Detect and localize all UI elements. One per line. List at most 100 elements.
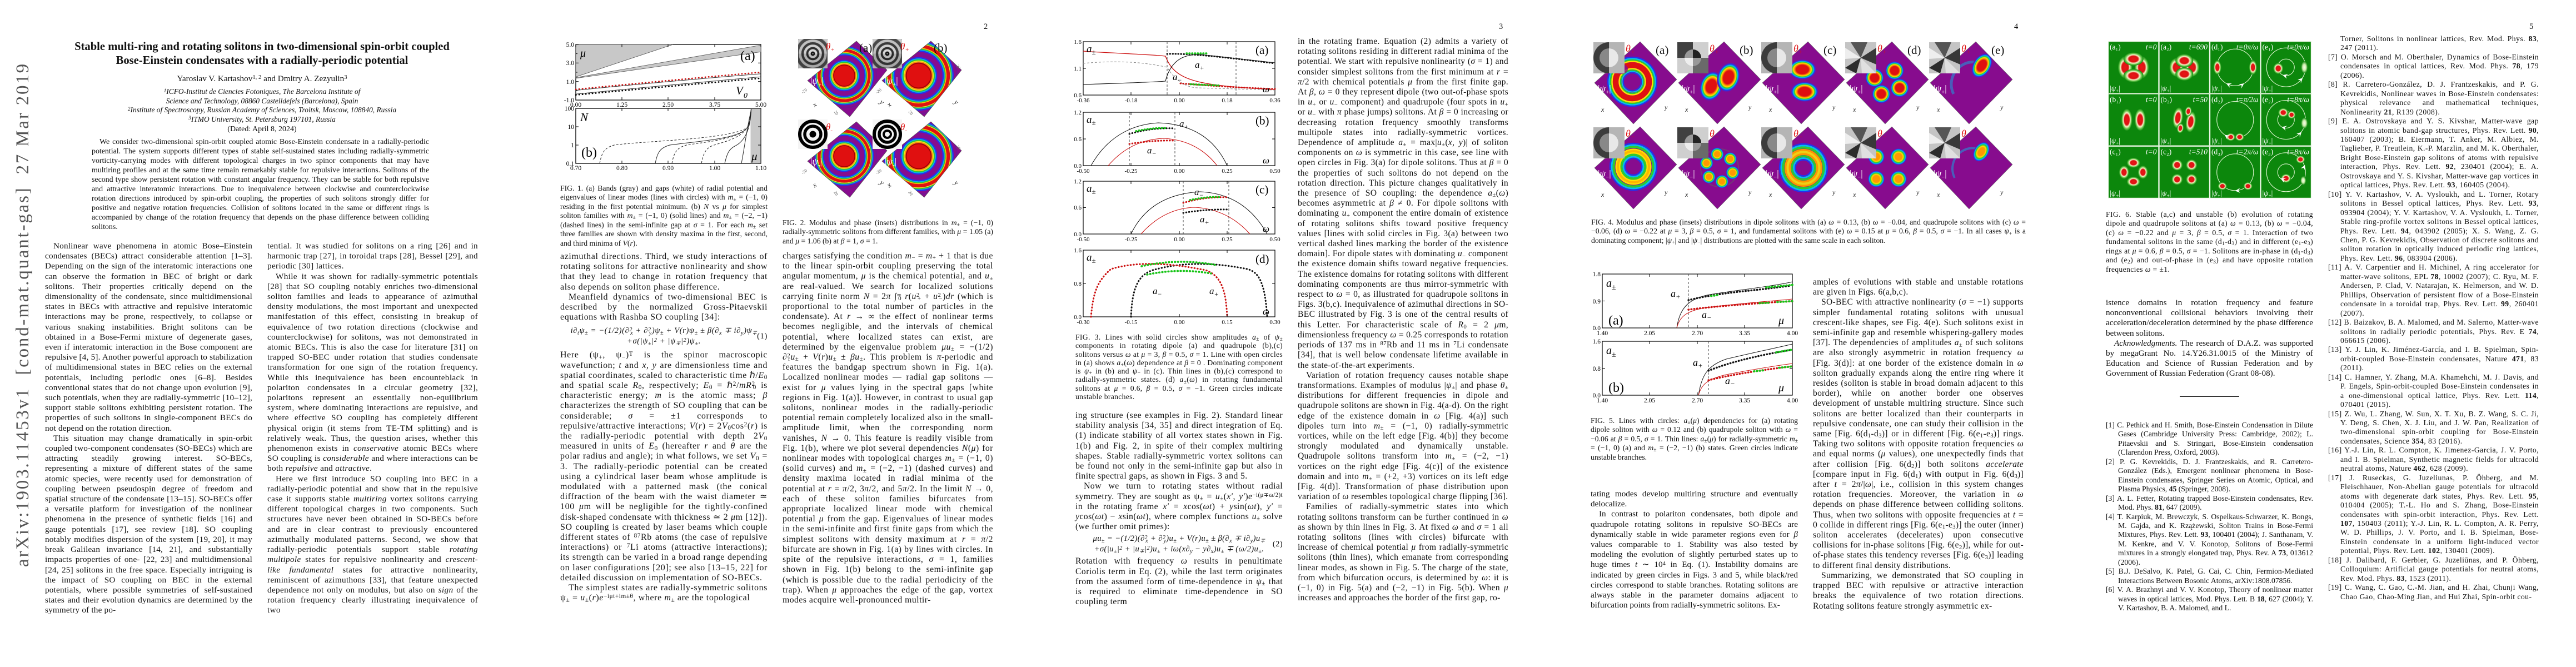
svg-text:0.00: 0.00	[1174, 236, 1185, 243]
svg-text:t=2π/ω: t=2π/ω	[2236, 148, 2259, 156]
svg-text:(b₁): (b₁)	[2110, 95, 2121, 103]
svg-text:(c): (c)	[1255, 183, 1268, 196]
svg-text:1.25: 1.25	[616, 102, 627, 108]
svg-text:y: y	[1664, 188, 1668, 196]
svg-text:t=π/2ω: t=π/2ω	[2236, 95, 2259, 103]
svg-text:|ψ+|: |ψ+|	[2161, 137, 2171, 146]
svg-text:0.1: 0.1	[566, 161, 575, 167]
svg-text:|ψ+|: |ψ+|	[810, 76, 824, 88]
svg-text:(d₂): (d₂)	[2211, 95, 2223, 103]
svg-text:x: x	[1936, 106, 1940, 113]
svg-text:0: 0	[744, 92, 748, 100]
svg-text:|ψ+|: |ψ+|	[2110, 137, 2120, 146]
svg-text:(d): (d)	[1907, 43, 1921, 57]
svg-text:|ψ+|: |ψ+|	[1598, 83, 1611, 96]
svg-text:θ+: θ+	[826, 41, 835, 53]
svg-text:-0.25: -0.25	[1125, 236, 1138, 243]
svg-text:(a): (a)	[1255, 43, 1268, 57]
svg-text:0.90: 0.90	[662, 165, 674, 172]
svg-text:|ψ+|: |ψ+|	[2263, 84, 2273, 93]
svg-text:(e₃): (e₃)	[2263, 148, 2274, 156]
svg-text:(d₃): (d₃)	[2211, 148, 2223, 156]
svg-text:x: x	[1685, 106, 1688, 113]
svg-text:μ: μ	[1778, 315, 1784, 327]
svg-text:4.00: 4.00	[1787, 397, 1798, 404]
svg-text:|ψ+|: |ψ+|	[1766, 83, 1779, 96]
svg-text:y: y	[2000, 103, 2004, 111]
svg-text:1.2: 1.2	[1074, 109, 1082, 116]
svg-text:0.00: 0.00	[1174, 97, 1185, 104]
svg-text:|ψ−|: |ψ−|	[1598, 168, 1611, 181]
svg-text:y: y	[1832, 103, 1836, 111]
svg-text:-0.25: -0.25	[1125, 168, 1138, 175]
svg-text:x: x	[1852, 191, 1856, 198]
svg-text:3.35: 3.35	[1739, 330, 1750, 337]
svg-text:θ−: θ−	[1961, 128, 1971, 141]
svg-text:x: x	[1601, 191, 1605, 198]
svg-text:ω: ω	[1263, 306, 1269, 317]
svg-text:θ−: θ−	[1626, 128, 1635, 141]
svg-text:|ψ+|: |ψ+|	[2211, 137, 2222, 146]
svg-text:ω: ω	[1263, 155, 1269, 166]
svg-text:|ψ+|: |ψ+|	[2110, 189, 2120, 198]
svg-text:θ−: θ−	[1877, 128, 1887, 141]
svg-text:(b): (b)	[934, 41, 948, 54]
svg-text:-0.15: -0.15	[1125, 319, 1138, 326]
svg-text:(a₂): (a₂)	[2161, 43, 2172, 51]
svg-text:0.00: 0.00	[1174, 319, 1185, 326]
svg-text:V: V	[736, 84, 744, 97]
svg-text:θ−: θ−	[1793, 128, 1803, 141]
svg-text:y: y	[1664, 103, 1668, 111]
svg-text:0.0: 0.0	[1593, 392, 1601, 399]
svg-text:0.6: 0.6	[1074, 92, 1082, 99]
svg-text:|ψ+|: |ψ+|	[2161, 84, 2171, 93]
svg-text:0.70: 0.70	[570, 165, 581, 172]
svg-text:x: x	[885, 181, 893, 190]
svg-text:|ψ−|: |ψ−|	[1766, 168, 1779, 181]
svg-text:-20: -20	[875, 87, 883, 94]
svg-text:μ: μ	[580, 47, 586, 59]
svg-text:1.10: 1.10	[755, 165, 766, 172]
svg-text:3.75: 3.75	[709, 102, 720, 108]
svg-text:|ψ+|: |ψ+|	[1934, 83, 1947, 96]
svg-text:-20: -20	[800, 87, 808, 94]
svg-text:|ψ-|: |ψ-|	[810, 156, 822, 168]
svg-text:5.0: 5.0	[566, 42, 575, 48]
svg-text:t=0π/ω: t=0π/ω	[2236, 43, 2259, 51]
svg-text:x: x	[810, 181, 819, 190]
svg-text:1.6: 1.6	[1074, 247, 1082, 254]
svg-text:θ-: θ-	[900, 122, 907, 134]
svg-text:1.8: 1.8	[1593, 271, 1601, 278]
svg-text:|ψ+|: |ψ+|	[2263, 189, 2273, 198]
svg-text:0.80: 0.80	[616, 165, 627, 172]
svg-text:-0.50: -0.50	[1077, 168, 1090, 175]
svg-text:μ: μ	[751, 150, 758, 163]
svg-text:-1.0: -1.0	[564, 97, 574, 104]
svg-text:t=8π/ω: t=8π/ω	[2287, 148, 2309, 156]
svg-text:20: 20	[955, 64, 961, 71]
svg-text:(b): (b)	[1740, 43, 1753, 57]
svg-text:(c₁): (c₁)	[2110, 148, 2121, 156]
svg-text:|ψ−|: |ψ−|	[1850, 168, 1863, 181]
svg-text:100: 100	[565, 106, 575, 112]
svg-text:(a): (a)	[1608, 313, 1623, 328]
svg-text:t=510: t=510	[2189, 148, 2208, 156]
svg-text:|ψ−|: |ψ−|	[1934, 168, 1947, 181]
svg-text:y: y	[2000, 188, 2004, 196]
svg-text:(e₁): (e₁)	[2263, 43, 2274, 51]
svg-text:x: x	[810, 100, 819, 109]
svg-text:y: y	[952, 97, 961, 107]
svg-text:θ-: θ-	[826, 122, 833, 134]
svg-text:θ+: θ+	[1961, 43, 1971, 56]
svg-text:|ψ-|: |ψ-|	[885, 156, 896, 168]
svg-text:0.6: 0.6	[1074, 136, 1082, 143]
svg-text:0.30: 0.30	[1269, 319, 1280, 326]
svg-text:θ+: θ+	[1877, 43, 1887, 56]
svg-text:(a₁): (a₁)	[2110, 43, 2121, 51]
svg-text:0.15: 0.15	[1222, 319, 1233, 326]
svg-text:3.35: 3.35	[1739, 397, 1750, 404]
svg-text:t=690: t=690	[2189, 43, 2208, 51]
svg-text:x: x	[1768, 191, 1772, 198]
svg-text:0.50: 0.50	[1269, 168, 1280, 175]
svg-text:ω: ω	[1263, 223, 1269, 234]
